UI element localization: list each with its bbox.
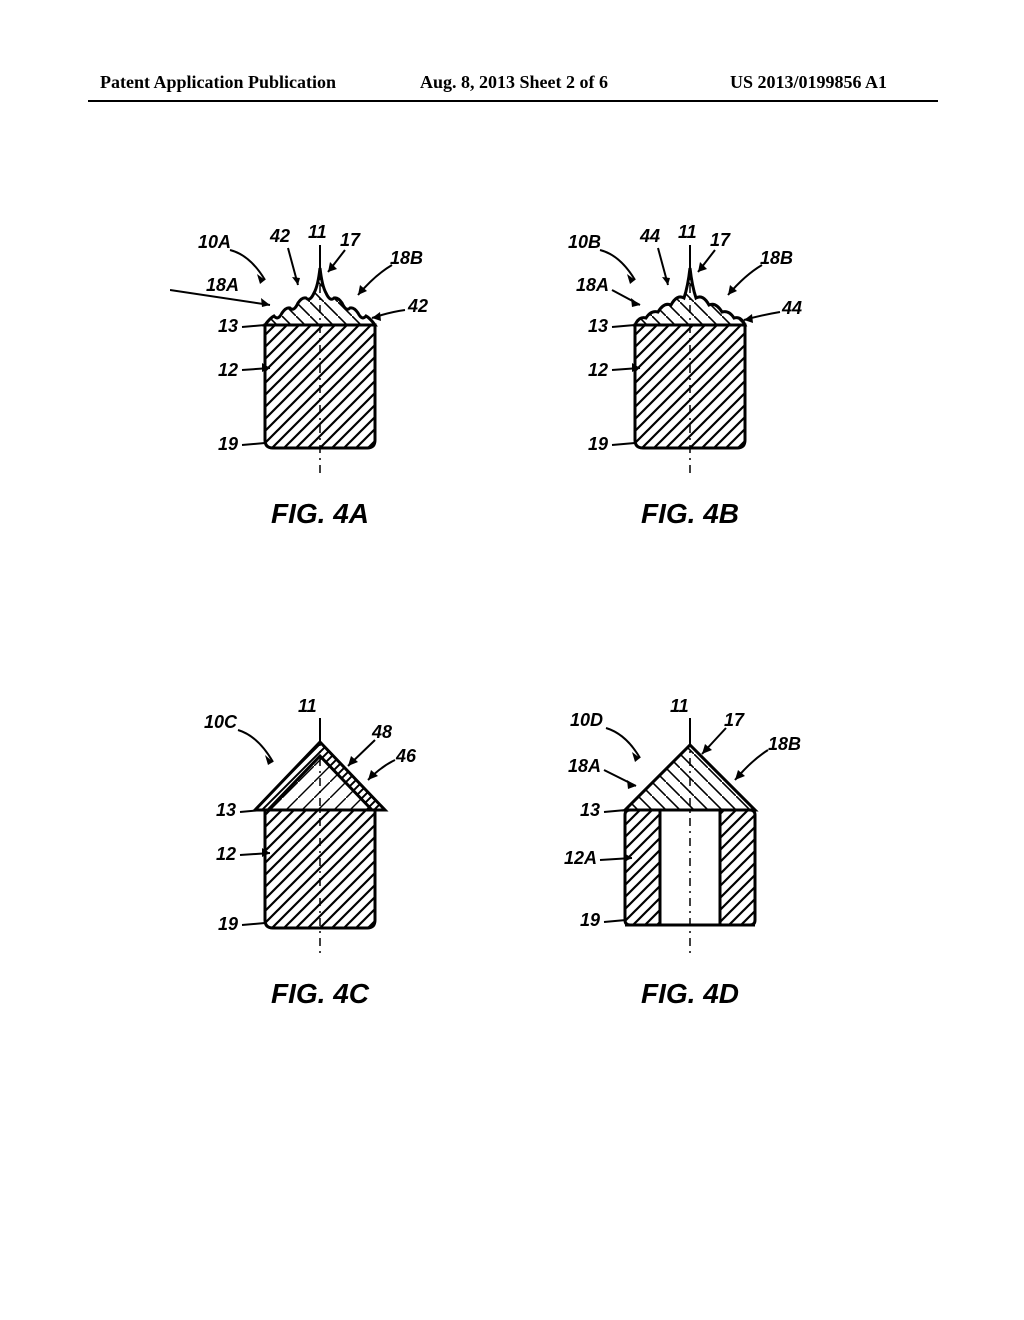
ref-19a: 19: [218, 434, 238, 455]
ref-11a: 11: [308, 222, 327, 243]
header-left: Patent Application Publication: [100, 72, 336, 93]
ref-17d: 17: [724, 710, 744, 731]
ref-12a: 12: [218, 360, 238, 381]
ref-10c: 10C: [204, 712, 237, 733]
caption-4c: FIG. 4C: [170, 978, 470, 1010]
ref-13b: 13: [588, 316, 608, 337]
figure-4d: 10D 11 17 18B 18A 13 12A 19 FIG. 4D: [540, 670, 840, 1010]
ref-13a: 13: [218, 316, 238, 337]
ref-17a: 17: [340, 230, 360, 251]
figure-4b: 10B 44 11 17 18B 44 18A 13 12 19 FIG. 4B: [540, 190, 840, 530]
ref-10a: 10A: [198, 232, 231, 253]
ref-19b: 19: [588, 434, 608, 455]
ref-11c: 11: [298, 696, 317, 717]
ref-12ad: 12A: [564, 848, 597, 869]
header-right: US 2013/0199856 A1: [730, 72, 887, 93]
ref-44b2: 44: [782, 298, 802, 319]
ref-13d: 13: [580, 800, 600, 821]
ref-18ab: 18A: [576, 275, 609, 296]
ref-42a: 42: [270, 226, 290, 247]
ref-11d: 11: [670, 696, 689, 717]
caption-4d: FIG. 4D: [540, 978, 840, 1010]
ref-11b: 11: [678, 222, 697, 243]
ref-19d: 19: [580, 910, 600, 931]
ref-18bb: 18B: [760, 248, 793, 269]
ref-42a2: 42: [408, 296, 428, 317]
ref-10d: 10D: [570, 710, 603, 731]
caption-4a: FIG. 4A: [170, 498, 470, 530]
figure-4a: 10A 42 11 17 18B 42 18A 13 12 19 FIG. 4A: [170, 190, 470, 530]
figure-4c: 10C 11 48 46 13 12 19 FIG. 4C: [170, 670, 470, 1010]
ref-10b: 10B: [568, 232, 601, 253]
ref-44b: 44: [640, 226, 660, 247]
ref-17b: 17: [710, 230, 730, 251]
caption-4b: FIG. 4B: [540, 498, 840, 530]
header-center: Aug. 8, 2013 Sheet 2 of 6: [420, 72, 608, 93]
ref-46c: 46: [396, 746, 416, 767]
ref-18aa: 18A: [206, 275, 239, 296]
ref-12b: 12: [588, 360, 608, 381]
ref-12c: 12: [216, 844, 236, 865]
ref-18ad: 18A: [568, 756, 601, 777]
ref-18bd: 18B: [768, 734, 801, 755]
ref-48c: 48: [372, 722, 392, 743]
ref-18ba: 18B: [390, 248, 423, 269]
ref-19c: 19: [218, 914, 238, 935]
ref-13c: 13: [216, 800, 236, 821]
header-rule: [88, 100, 938, 102]
